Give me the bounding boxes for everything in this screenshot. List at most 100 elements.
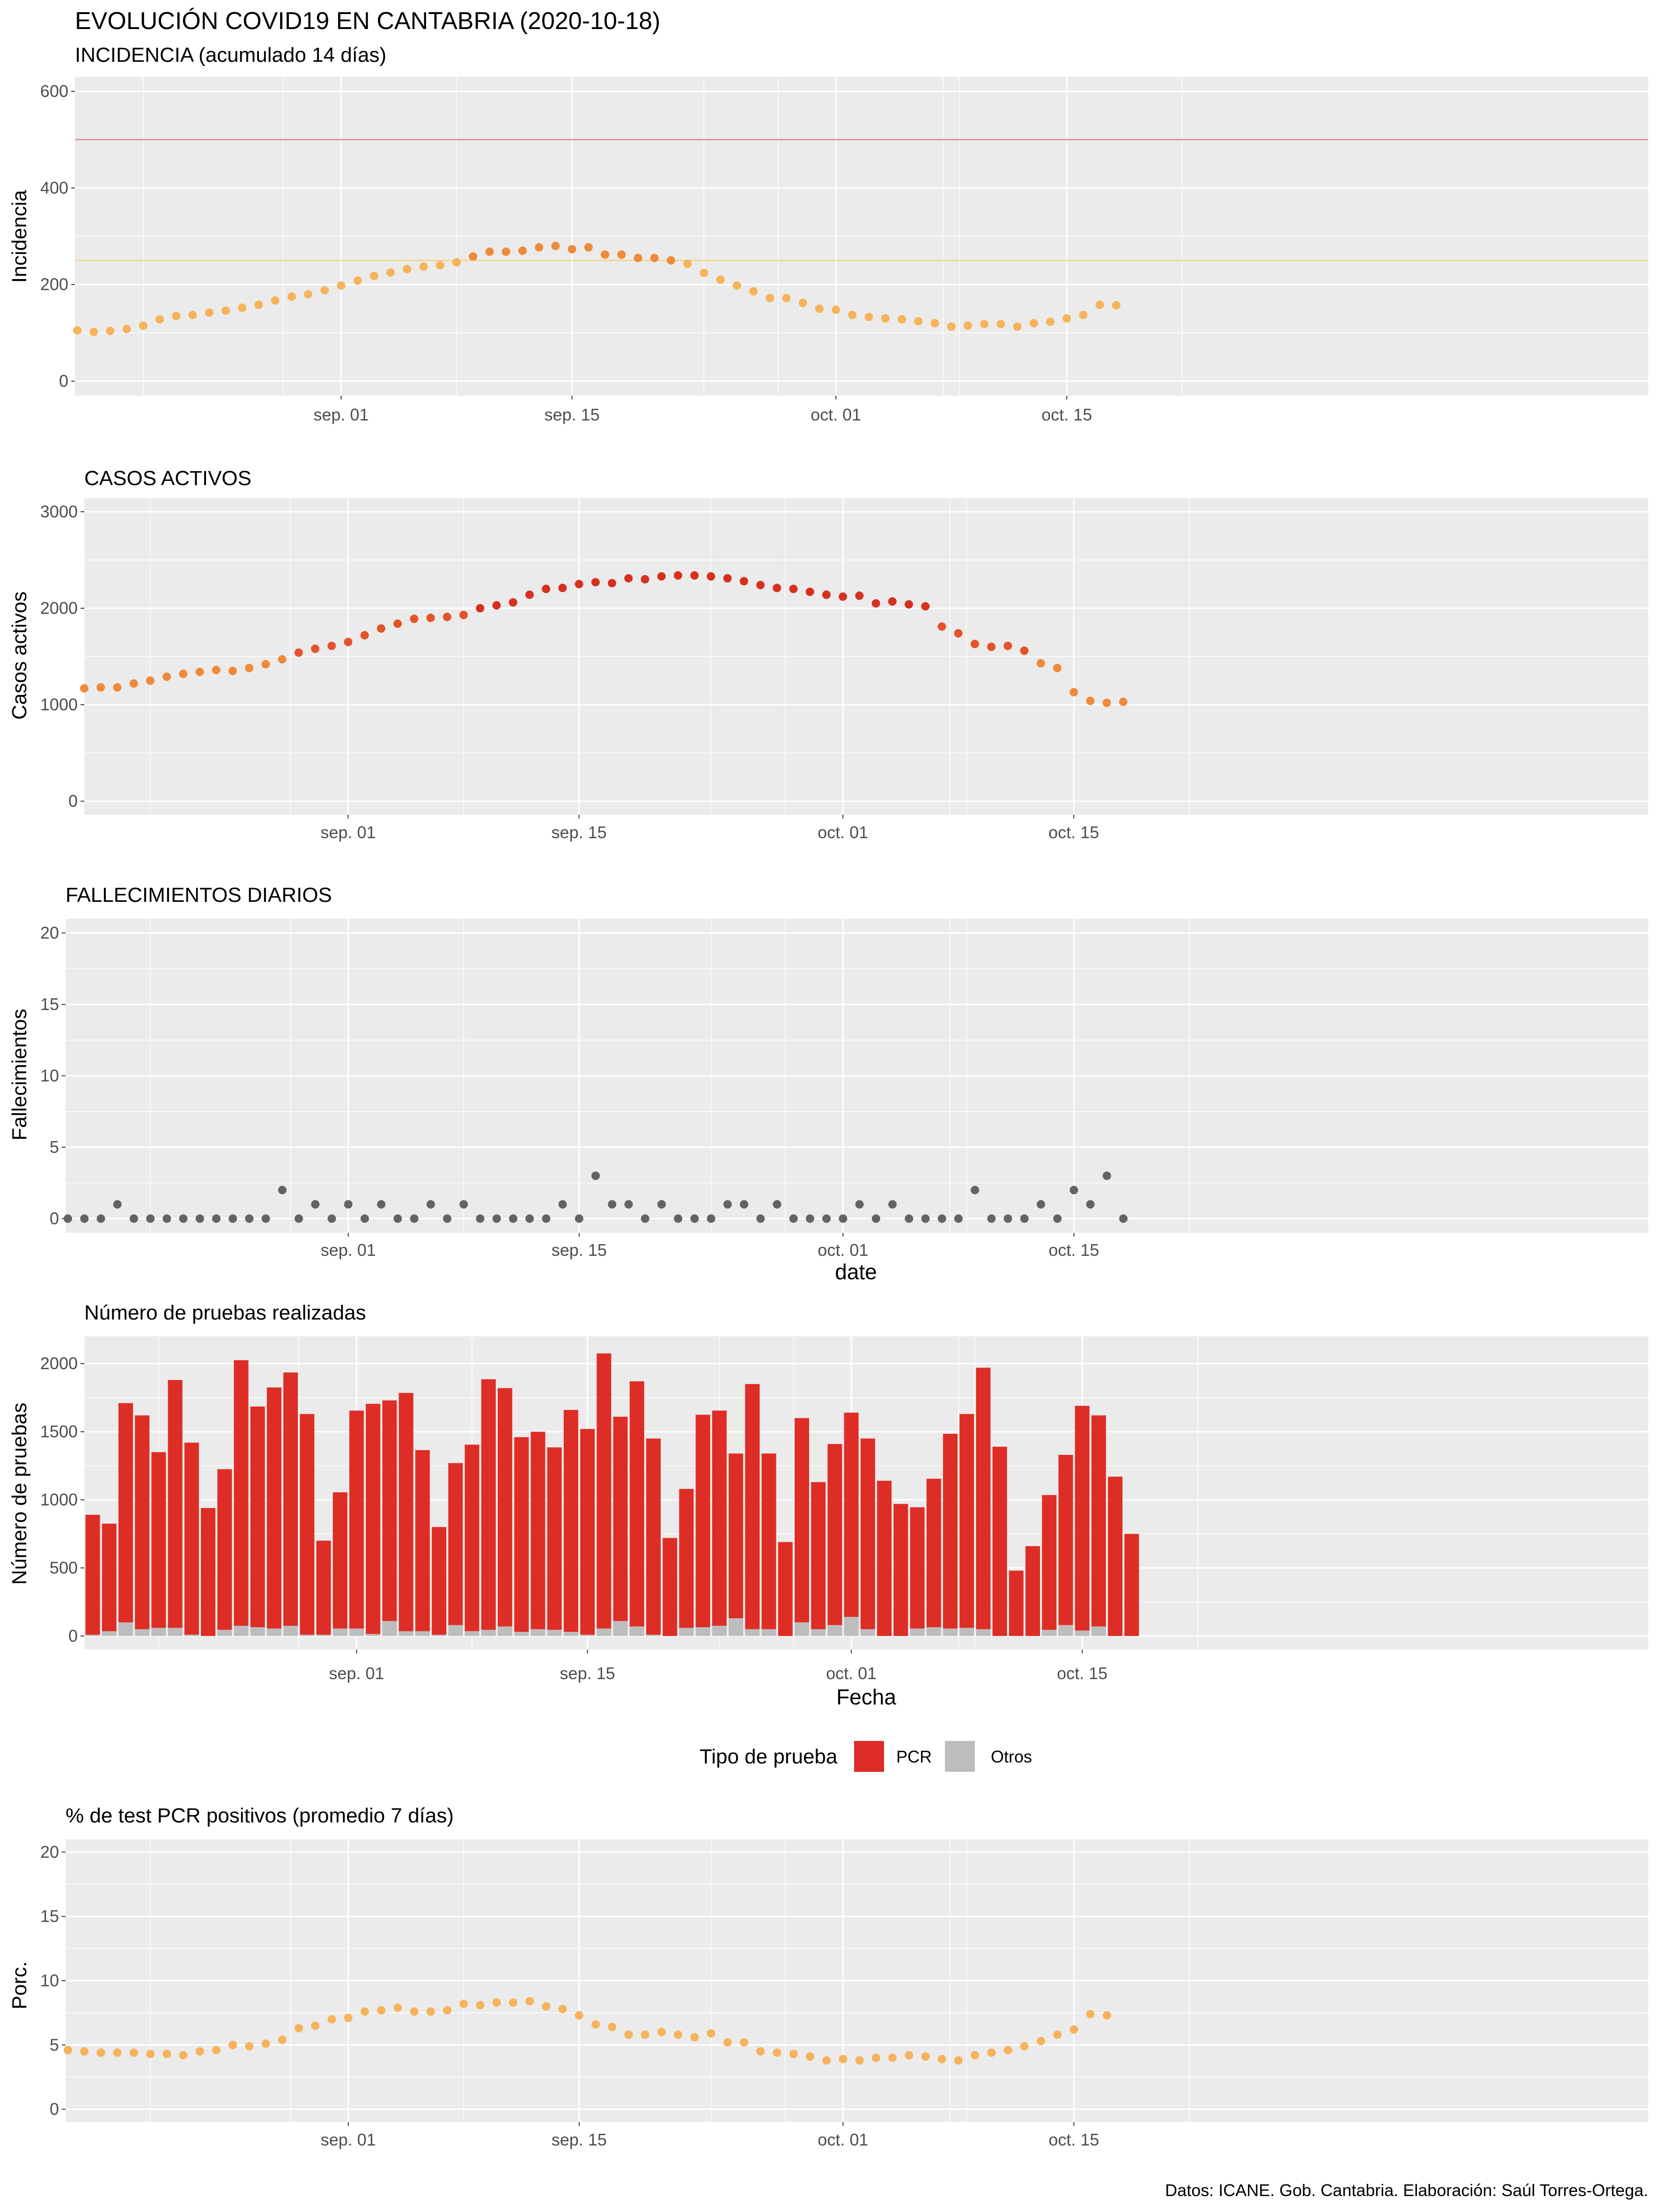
data-point xyxy=(261,2039,270,2048)
bar-pcr xyxy=(893,1504,908,1636)
bar-otros xyxy=(613,1621,628,1636)
data-point xyxy=(89,327,98,336)
bar-pcr xyxy=(498,1388,512,1627)
bar-pcr xyxy=(349,1410,364,1629)
bar-pcr xyxy=(1075,1406,1090,1631)
data-point xyxy=(723,1200,732,1209)
data-point xyxy=(179,1214,188,1223)
data-point xyxy=(1119,1214,1128,1223)
data-point xyxy=(278,1186,287,1194)
data-point xyxy=(766,294,774,302)
bar-otros xyxy=(547,1630,562,1636)
data-point xyxy=(229,2041,237,2050)
data-point xyxy=(996,320,1005,329)
data-point xyxy=(805,2052,814,2061)
data-point xyxy=(386,268,395,277)
data-point xyxy=(608,1200,617,1209)
bar-otros xyxy=(926,1627,941,1636)
data-point xyxy=(1003,2046,1012,2055)
data-point xyxy=(888,597,897,606)
y-tick-label: 5 xyxy=(50,1137,59,1157)
data-point xyxy=(535,243,544,252)
data-point xyxy=(740,2038,749,2047)
data-point xyxy=(822,2056,831,2065)
data-point xyxy=(403,265,412,273)
bar-otros xyxy=(398,1631,413,1636)
x-tick-label: sep. 15 xyxy=(545,405,600,424)
data-point xyxy=(970,640,979,649)
data-point xyxy=(732,281,741,290)
bar-pcr xyxy=(201,1508,216,1636)
data-point xyxy=(393,1214,402,1223)
data-point xyxy=(1053,664,1062,672)
data-point xyxy=(1112,301,1121,310)
data-point xyxy=(707,1214,715,1223)
data-point xyxy=(287,292,296,301)
y-tick-label: 0 xyxy=(50,1209,59,1228)
bar-otros xyxy=(448,1625,463,1636)
data-point xyxy=(492,601,501,610)
y-tick-label: 10 xyxy=(40,1066,59,1085)
data-point xyxy=(238,303,247,312)
bar-pcr xyxy=(448,1463,463,1625)
bar-pcr xyxy=(712,1410,727,1626)
bar-pcr xyxy=(366,1403,381,1634)
data-point xyxy=(459,611,468,619)
data-point xyxy=(542,584,551,593)
x-tick-label: sep. 15 xyxy=(552,1240,607,1260)
data-point xyxy=(954,2056,963,2065)
data-point xyxy=(971,2051,980,2060)
data-point xyxy=(311,1200,320,1209)
bar-pcr xyxy=(1058,1455,1073,1625)
bar-pcr xyxy=(844,1412,859,1617)
data-point xyxy=(80,2047,89,2056)
data-point xyxy=(749,287,758,296)
bar-pcr xyxy=(646,1438,661,1635)
bar-pcr xyxy=(415,1450,430,1631)
data-point xyxy=(221,306,230,315)
data-point xyxy=(1086,2010,1095,2019)
bar-otros xyxy=(415,1631,430,1636)
bar-otros xyxy=(597,1628,612,1636)
bar-pcr xyxy=(877,1481,892,1636)
data-point xyxy=(624,1200,633,1209)
bar-pcr xyxy=(184,1442,199,1635)
data-point xyxy=(96,2048,105,2057)
data-point xyxy=(832,305,841,314)
bar-otros xyxy=(283,1626,298,1636)
x-tick-label: oct. 01 xyxy=(818,2130,868,2149)
figure-title: EVOLUCIÓN COVID19 EN CANTABRIA (2020-10-… xyxy=(75,7,660,35)
bar-pcr xyxy=(168,1380,183,1628)
data-point xyxy=(971,1186,980,1194)
data-point xyxy=(129,679,138,688)
bar-pcr xyxy=(332,1492,347,1629)
panel5-ylabel: Porc. xyxy=(8,1961,31,2010)
data-point xyxy=(1013,322,1022,331)
data-point xyxy=(839,2055,848,2064)
data-point xyxy=(212,1214,221,1223)
data-point xyxy=(898,315,906,324)
data-point xyxy=(212,2046,221,2055)
data-point xyxy=(452,258,461,267)
data-point xyxy=(1086,696,1095,705)
data-point xyxy=(756,581,765,590)
bar-otros xyxy=(481,1630,496,1636)
y-tick-label: 0 xyxy=(50,2100,59,2119)
data-point xyxy=(848,310,857,319)
data-point xyxy=(426,613,435,622)
x-tick-label: oct. 15 xyxy=(1048,823,1099,842)
data-point xyxy=(739,577,748,586)
bar-otros xyxy=(366,1634,381,1636)
data-point xyxy=(122,324,131,333)
data-point xyxy=(492,1998,501,2007)
bar-pcr xyxy=(481,1379,496,1630)
bar-pcr xyxy=(135,1415,150,1630)
bar-pcr xyxy=(1091,1415,1106,1627)
bar-pcr xyxy=(992,1446,1007,1636)
bar-pcr xyxy=(1025,1546,1040,1636)
bar-pcr xyxy=(910,1507,925,1629)
data-point xyxy=(254,301,263,310)
y-tick-label: 500 xyxy=(50,1558,78,1577)
data-point xyxy=(789,2050,798,2058)
data-point xyxy=(377,1200,386,1209)
